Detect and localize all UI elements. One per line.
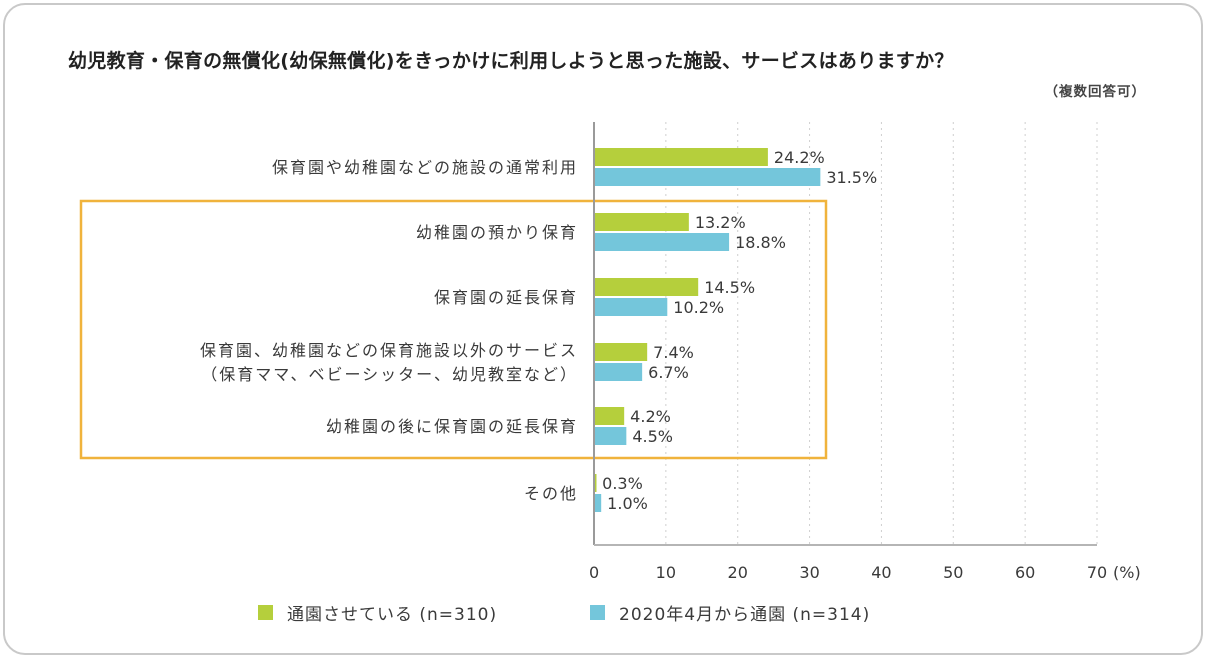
bars	[595, 148, 821, 512]
x-tick-labels: 0 10 20 30 40 50 60 70 (%)	[589, 563, 1141, 582]
bar-series2-cat4	[595, 363, 643, 381]
highlight-box	[79, 199, 828, 460]
category-label: 幼稚園の後に保育園の延長保育	[326, 417, 578, 436]
bar-series1-cat3	[595, 278, 699, 296]
value-label: 14.5%	[704, 278, 755, 297]
x-tick-label: 40	[871, 563, 891, 582]
value-label: 6.7%	[648, 363, 689, 382]
value-label: 7.4%	[653, 343, 694, 362]
x-tick-label: 50	[943, 563, 963, 582]
x-tick-label: 30	[799, 563, 819, 582]
category-label: 保育園の延長保育	[434, 288, 578, 307]
bar-series2-cat3	[595, 298, 668, 316]
bar-series1-cat2	[595, 213, 689, 231]
value-label: 24.2%	[774, 148, 825, 167]
category-label: 保育園、幼稚園などの保育施設以外のサービス	[200, 341, 578, 360]
bar-series1-cat4	[595, 343, 648, 361]
value-label: 31.5%	[826, 168, 877, 187]
legend-item-series-2: 2020年4月から通園 (n=314)	[590, 600, 870, 625]
bar-series1-cat1	[595, 148, 768, 166]
bar-series1-cat6	[595, 474, 597, 492]
chart-subtitle: （複数回答可）	[1044, 84, 1146, 100]
category-label: 保育園や幼稚園などの施設の通常利用	[272, 158, 578, 177]
legend-label: 通園させている (n=310)	[287, 605, 498, 625]
value-label: 10.2%	[673, 298, 724, 317]
legend-swatch-blue	[590, 605, 605, 620]
value-label: 18.8%	[735, 233, 786, 252]
chart-title: 幼児教育・保育の無償化(幼保無償化)をきっかけに利用しようと思った施設、サービス…	[68, 50, 954, 72]
value-label: 4.5%	[632, 427, 673, 446]
value-label: 4.2%	[630, 407, 671, 426]
x-tick-label: 0	[589, 563, 599, 582]
chart-frame	[3, 3, 1203, 655]
x-tick-label: 60	[1015, 563, 1035, 582]
legend-label: 2020年4月から通園 (n=314)	[619, 605, 871, 625]
bar-series2-cat2	[595, 233, 730, 251]
value-labels: 24.2% 13.2% 14.5% 7.4% 4.2% 0.3% 31.5% 18.8% 10.…	[602, 148, 877, 513]
grid-lines	[665, 122, 1098, 545]
bar-series1-cat5	[595, 407, 625, 425]
value-label: 13.2%	[695, 213, 746, 232]
bar-series2-cat1	[595, 168, 821, 186]
value-label: 1.0%	[607, 494, 648, 513]
bar-series2-cat6	[595, 494, 602, 512]
x-tick-label: 20	[728, 563, 748, 582]
x-tick-label: 70	[1087, 563, 1107, 582]
x-tick-label: 10	[656, 563, 676, 582]
legend-item-series-1: 通園させている (n=310)	[258, 600, 497, 625]
category-labels: 保育園や幼稚園などの施設の通常利用幼稚園の預かり保育保育園の延長保育保育園、幼稚…	[200, 158, 578, 503]
value-label: 0.3%	[602, 474, 643, 493]
category-label: 幼稚園の預かり保育	[416, 223, 578, 242]
bar-series2-cat5	[595, 427, 627, 445]
category-label: （保育ママ、ベビーシッター、幼児教室など）	[201, 365, 578, 384]
category-label: その他	[524, 484, 578, 503]
legend-swatch-green	[258, 605, 273, 620]
x-axis-unit-label: (%)	[1113, 563, 1141, 582]
